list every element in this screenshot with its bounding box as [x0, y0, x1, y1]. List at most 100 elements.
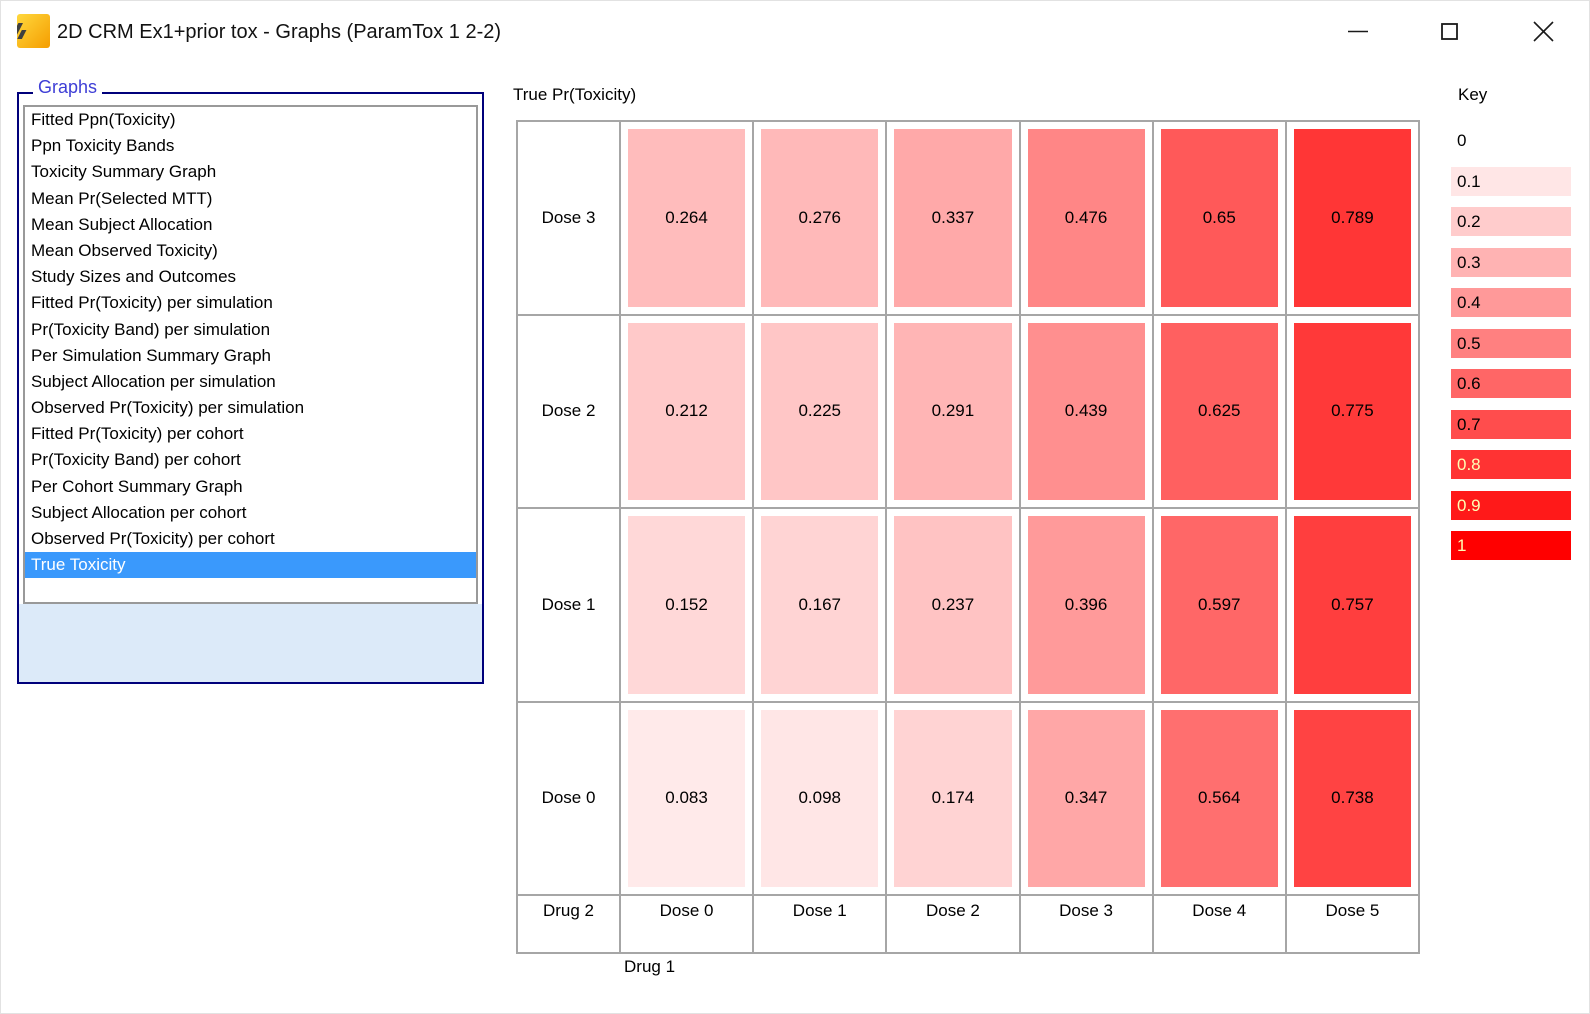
key-swatch: 0.4	[1451, 288, 1571, 317]
graph-list-item[interactable]: Subject Allocation per simulation	[31, 371, 276, 391]
titlebar[interactable]: 2D CRM Ex1+prior tox - Graphs (ParamTox …	[1, 1, 1589, 63]
heatmap-cell-value: 0.775	[1331, 401, 1374, 421]
col-label-cell: Dose 2	[887, 896, 1019, 952]
heatmap-cell-fill	[628, 516, 746, 694]
heatmap-cell-value: 0.098	[798, 788, 842, 808]
col-label-cell: Dose 5	[1286, 896, 1418, 952]
heatmap-cell-value: 0.597	[1197, 594, 1241, 614]
heatmap-cell-fill	[1160, 322, 1278, 500]
key-swatch: 0	[1457, 131, 1467, 150]
heatmap-cell-fill	[1160, 516, 1278, 694]
graph-list-item[interactable]: Observed Pr(Toxicity) per cohort	[31, 529, 275, 548]
heatmap-cell: 0.276	[754, 122, 886, 314]
heatmap-cell-fill	[1027, 709, 1145, 887]
heatmap-cell: 0.237	[887, 509, 1019, 701]
graph-list-item[interactable]: Mean Subject Allocation	[31, 214, 213, 234]
heatmap-cell-value: 0.167	[798, 594, 842, 614]
col-label-cell: Dose 3	[1020, 896, 1152, 952]
heatmap-cell: 0.167	[754, 509, 886, 701]
graph-list-item[interactable]: Ppn Toxicity Bands	[31, 136, 175, 156]
key-swatch: 0.8	[1451, 450, 1571, 479]
heatmap-cell-value: 0.083	[665, 788, 708, 808]
heatmap-cell-value: 0.789	[1331, 207, 1374, 227]
graph-list-item[interactable]: Per Simulation Summary Graph	[31, 345, 271, 365]
heatmap-cell-fill	[761, 129, 879, 307]
heatmap-cell-value: 0.174	[931, 788, 975, 808]
heatmap-cell-value: 0.264	[665, 207, 708, 227]
heatmap-cell: 0.738	[1286, 702, 1418, 894]
graph-list-item[interactable]: Study Sizes and Outcomes	[31, 267, 237, 287]
row-label-cell: Dose 0	[518, 702, 619, 894]
heatmap-cell-fill	[894, 709, 1012, 887]
maximize-button[interactable]	[1426, 8, 1472, 54]
close-icon	[1532, 20, 1554, 42]
groupbox-fill	[19, 604, 482, 682]
heatmap-cell: 0.564	[1153, 702, 1285, 894]
col-label-cell: Dose 4	[1153, 896, 1285, 952]
graph-list-item[interactable]: Fitted Pr(Toxicity) per cohort	[31, 424, 244, 444]
graph-list-item[interactable]: Observed Pr(Toxicity) per simulation	[31, 398, 305, 418]
heatmap-cell-value: 0.439	[1064, 401, 1108, 421]
heatmap-cell: 0.396	[1020, 509, 1152, 701]
graph-list-item[interactable]: Fitted Ppn(Toxicity)	[31, 110, 176, 129]
graph-list-item[interactable]: Mean Observed Toxicity)	[31, 240, 218, 260]
close-button[interactable]	[1520, 8, 1566, 54]
maximize-icon	[1440, 22, 1458, 40]
graph-list-item[interactable]: Subject Allocation per cohort	[31, 502, 247, 522]
graphs-groupbox: Graphs Fitted Ppn(Toxicity) Ppn Toxicity …	[17, 76, 484, 684]
heatmap-cell: 0.291	[887, 315, 1019, 507]
heatmap-cell-fill	[628, 322, 746, 500]
graph-list-item[interactable]: Toxicity Summary Graph	[31, 162, 217, 182]
heatmap-cell: 0.152	[621, 509, 753, 701]
heatmap-cell: 0.439	[1020, 315, 1152, 507]
heatmap-cell-value: 0.212	[665, 401, 708, 421]
key-swatch: 0.5	[1451, 328, 1571, 358]
graphs-listbox[interactable]: Fitted Ppn(Toxicity) Ppn Toxicity Bands To…	[23, 105, 478, 604]
heatmap-grid: Dose 3 0.264 0.276 0.337 0.476 0.65 0.789 Dose …	[516, 120, 1420, 954]
heatmap-cell: 0.225	[754, 315, 886, 507]
heatmap-cell-fill	[1293, 322, 1411, 500]
heatmap-cell-value: 0.476	[1064, 207, 1108, 227]
heatmap-cell-fill	[1160, 129, 1278, 307]
corner-axis-label-cell: Drug 2	[518, 896, 619, 952]
row-label-cell: Dose 2	[518, 315, 619, 507]
graphs-groupbox-label: Graphs	[33, 76, 103, 98]
x-axis-label: Drug 1	[624, 957, 676, 976]
heatmap-cell-fill	[894, 129, 1012, 307]
heatmap-cell-fill	[761, 709, 879, 887]
heatmap-cell: 0.337	[887, 122, 1019, 314]
minimize-button[interactable]	[1335, 8, 1381, 54]
heatmap-cell-value: 0.337	[931, 207, 975, 227]
heatmap-cell-fill	[1293, 516, 1411, 694]
row-label-cell: Dose 1	[518, 509, 619, 701]
key-swatch: 0.2	[1451, 207, 1571, 236]
heatmap-cell-fill	[761, 516, 879, 694]
key-swatch: 0.1	[1451, 166, 1571, 196]
heatmap-cell-value: 0.225	[798, 401, 842, 421]
heatmap-cell-value: 0.564	[1197, 788, 1241, 808]
heatmap-cell: 0.174	[887, 702, 1019, 894]
heatmap-cell-fill	[1293, 709, 1411, 887]
graph-list-item[interactable]: Pr(Toxicity Band) per cohort	[31, 450, 241, 470]
heatmap-cell: 0.347	[1020, 702, 1152, 894]
window-title: 2D CRM Ex1+prior tox - Graphs (ParamTox …	[57, 20, 502, 43]
minimize-icon	[1347, 30, 1368, 32]
heatmap-cell: 0.625	[1153, 315, 1285, 507]
heatmap-cell: 0.789	[1286, 122, 1418, 314]
heatmap-cell-value: 0.625	[1197, 401, 1241, 421]
graph-list-item-selected[interactable]: True Toxicity	[25, 552, 476, 579]
heatmap-key: 0 0.1 0.2 0.3 0.4 0.5 0.6 0.7 0.8 0.9 1	[1451, 126, 1571, 572]
key-swatch: 0.3	[1451, 247, 1571, 277]
heatmap-cell-fill	[1027, 322, 1145, 500]
heatmap-cell-value: 0.152	[665, 594, 708, 614]
graph-list-item[interactable]: Pr(Toxicity Band) per simulation	[31, 319, 271, 339]
app-icon	[17, 14, 50, 48]
row-label-cell: Dose 3	[518, 122, 619, 314]
heatmap-cell-fill	[628, 709, 746, 887]
heatmap-cell: 0.65	[1153, 122, 1285, 314]
graph-list-item[interactable]: Mean Pr(Selected MTT)	[31, 188, 213, 208]
graph-list-item[interactable]: Fitted Pr(Toxicity) per simulation	[31, 293, 273, 313]
graph-list-item[interactable]: Per Cohort Summary Graph	[31, 476, 243, 496]
key-swatch: 0.6	[1451, 369, 1571, 398]
